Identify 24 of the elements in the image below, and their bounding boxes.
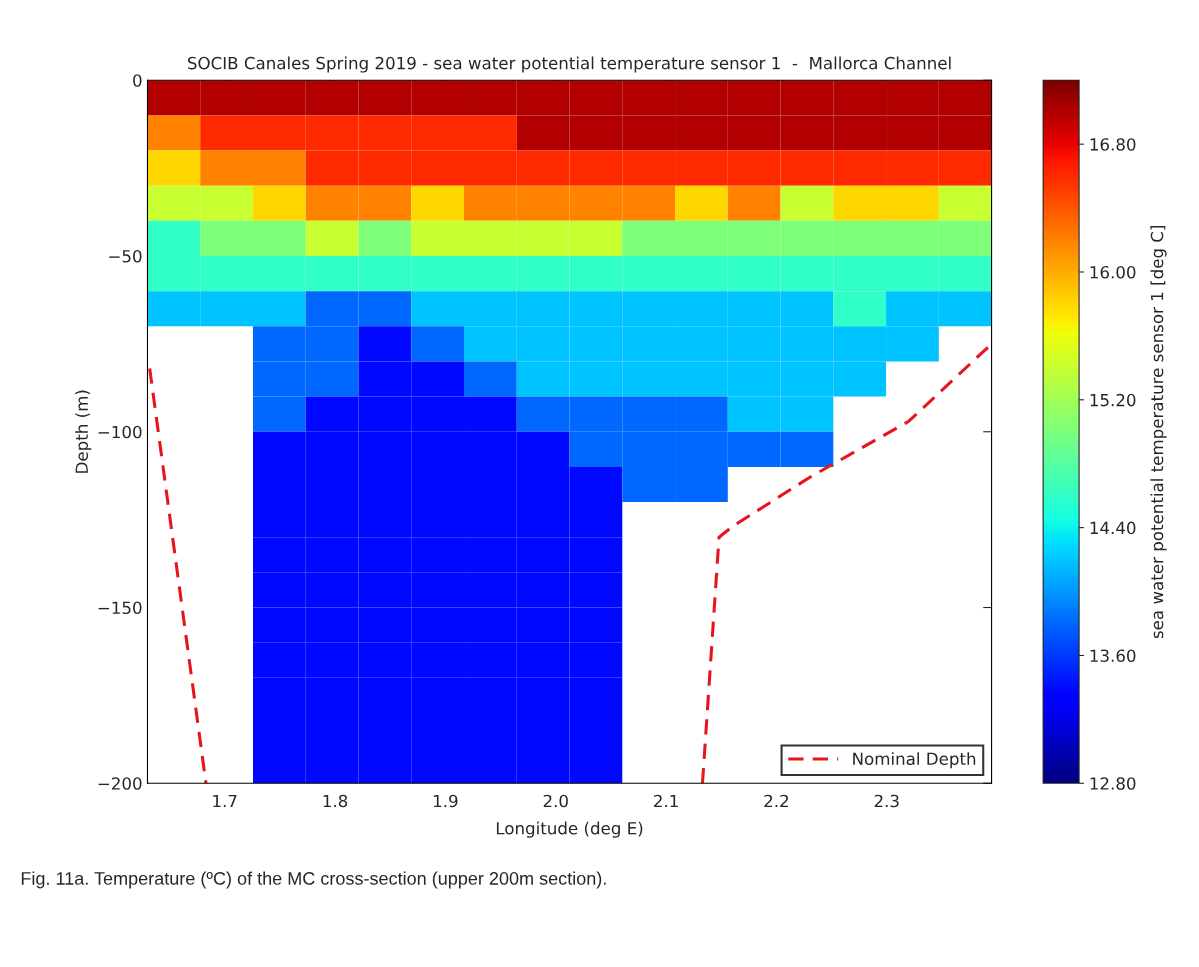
x-tick-label: 2.2 [764, 794, 788, 808]
y-tick-label: 0 [133, 74, 142, 87]
y-tick-label: −100 [98, 425, 142, 439]
color-bar-label: 15.20 [1090, 393, 1136, 407]
legend-label: Nominal Depth [853, 752, 976, 769]
color-bar-label: 14.40 [1090, 521, 1136, 535]
chart-title: SOCIB Canales Spring 2019 - sea water potential temperature sensor 1 - Mallorca Channel [187, 56, 951, 73]
color-bar-label: 16.00 [1090, 265, 1136, 279]
x-tick-label: 1.8 [323, 794, 348, 808]
caption: Fig. 11a. Temperature (ºC) of the MC cross-section (upper 200m section). [21, 871, 606, 889]
y-tick-label: −150 [98, 601, 142, 615]
y-tick-label: −50 [109, 249, 142, 263]
color-bar-label: 12.80 [1090, 777, 1136, 790]
x-axis-title: Longitude (deg E) [496, 821, 643, 838]
x-tick-label: 2.0 [543, 794, 568, 808]
y-axis-title: Depth (m) [75, 390, 92, 473]
x-tick-label: 1.9 [433, 794, 458, 808]
y-tick-label: −200 [98, 777, 142, 790]
color-bar-label: 16.80 [1090, 138, 1136, 151]
x-tick-label: 2.1 [654, 794, 678, 808]
color-bar-label: 13.60 [1090, 649, 1136, 663]
x-tick-label: 1.7 [213, 794, 237, 808]
x-tick-label: 2.3 [874, 794, 899, 808]
color-bar-title: sea water potential temperature sensor 1 [deg C] [1150, 225, 1167, 639]
